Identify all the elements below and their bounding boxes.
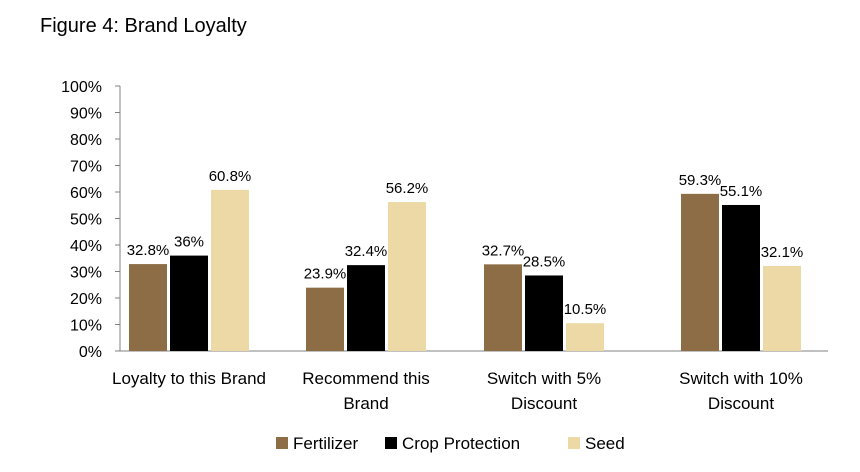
- bar-data-label: 32.7%: [482, 242, 525, 259]
- y-axis-tick-label: 90%: [70, 106, 102, 123]
- y-axis-tick-label: 80%: [70, 132, 102, 149]
- bar-data-label: 32.4%: [345, 243, 388, 260]
- y-axis-tick-label: 100%: [61, 79, 102, 96]
- y-axis-tick-label: 30%: [70, 265, 102, 282]
- bar-data-label: 60.8%: [209, 168, 252, 185]
- bar: [306, 287, 344, 351]
- bar: [722, 204, 760, 351]
- legend-swatch: [568, 437, 580, 449]
- bar-data-label: 23.9%: [304, 266, 347, 283]
- data-label-group: 32.8% 36% 60.8% 23.9% 32.4% 56.2% 32.7%28.5% 10…: [127, 168, 804, 318]
- y-axis-tick-label: 70%: [70, 159, 102, 176]
- legend-label: Fertilizer: [293, 434, 359, 453]
- legend-label: Crop Protection: [402, 434, 520, 453]
- y-axis-tick-label: 20%: [70, 291, 102, 308]
- figure-title: Figure 4: Brand Loyalty: [40, 15, 247, 37]
- bar: [763, 265, 801, 351]
- bar: [170, 255, 208, 351]
- bar-data-label: 32.1%: [761, 244, 804, 261]
- bar-data-label: 36%: [174, 234, 204, 251]
- category-label: Switch with 5%: [487, 369, 601, 388]
- legend: Fertilizer Crop Protection Seed: [276, 434, 625, 453]
- bar: [525, 275, 563, 351]
- bar: [484, 264, 522, 351]
- bar: [566, 323, 604, 351]
- y-axis-tick-label: 40%: [70, 238, 102, 255]
- y-axis-tick-label: 10%: [70, 318, 102, 335]
- category-label: Discount: [708, 394, 774, 413]
- legend-swatch: [276, 437, 288, 449]
- legend-swatch: [385, 437, 397, 449]
- bar-data-label: 28.5%: [523, 253, 566, 270]
- y-axis-tick-label: 0%: [79, 344, 102, 361]
- bar: [388, 202, 426, 351]
- category-label: Switch with 10%: [679, 369, 803, 388]
- category-label: Brand: [343, 394, 388, 413]
- y-axis-tick-label: 60%: [70, 185, 102, 202]
- bar-data-label: 10.5%: [564, 301, 607, 318]
- bar-series-group: [129, 189, 801, 351]
- category-label: Discount: [511, 394, 577, 413]
- category-label: Loyalty to this Brand: [112, 369, 266, 388]
- bar: [347, 265, 385, 351]
- bar-data-label: 56.2%: [386, 180, 429, 197]
- category-label-group: Loyalty to this Brand Recommend this Brand…: [112, 369, 803, 413]
- bar-data-label: 59.3%: [679, 172, 722, 189]
- bar-data-label: 32.8%: [127, 242, 170, 259]
- y-axis: 0% 10% 20% 30% 40% 50% 60% 70% 80% 90% 100%: [61, 79, 121, 361]
- category-label: Recommend this: [302, 369, 430, 388]
- bar-data-label: 55.1%: [720, 183, 763, 200]
- y-axis-tick-label: 50%: [70, 212, 102, 229]
- bar: [129, 264, 167, 351]
- bar: [211, 189, 249, 351]
- legend-label: Seed: [585, 434, 625, 453]
- bar: [681, 193, 719, 351]
